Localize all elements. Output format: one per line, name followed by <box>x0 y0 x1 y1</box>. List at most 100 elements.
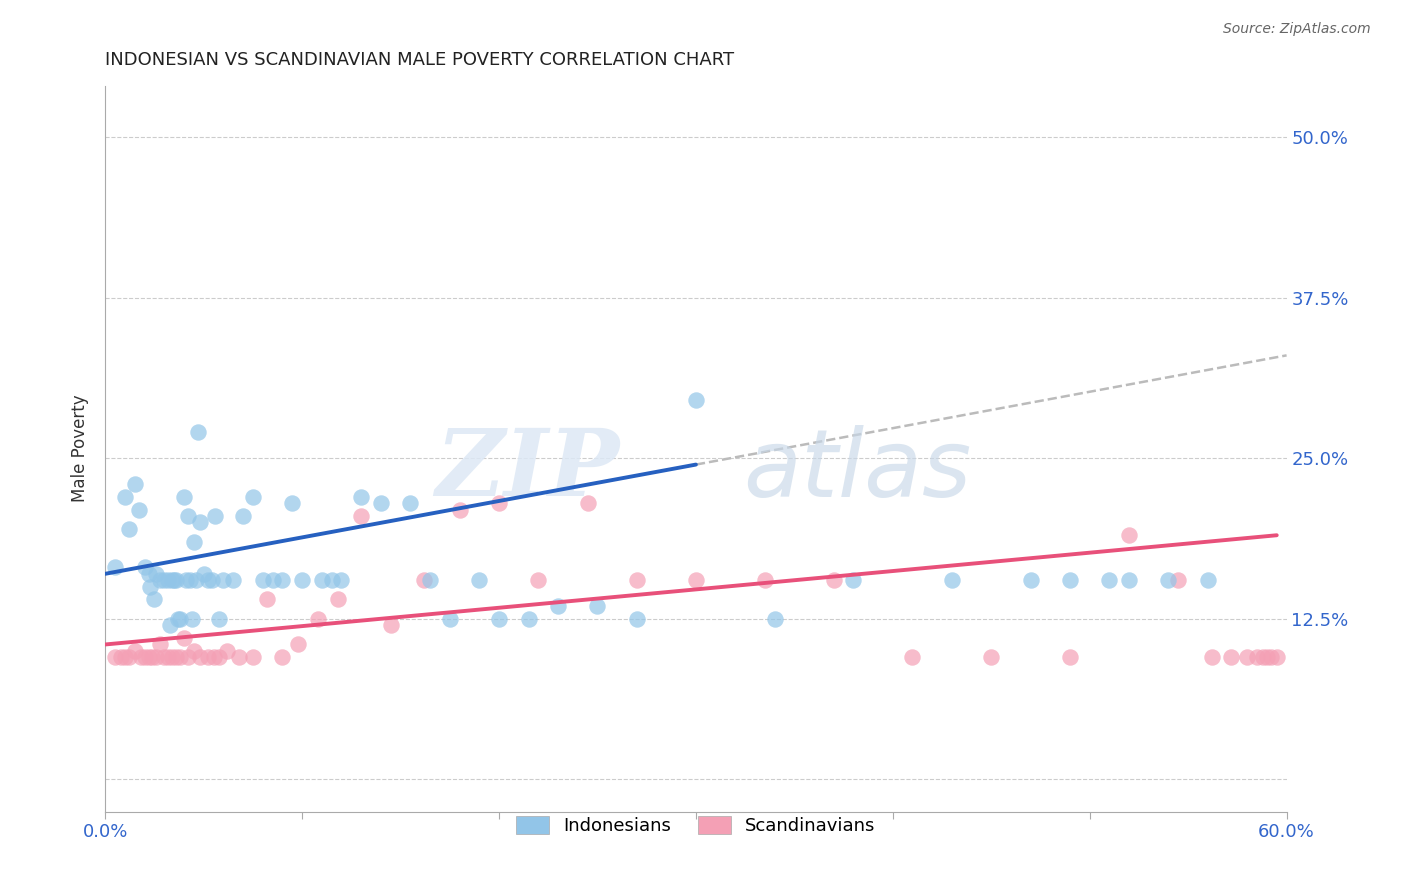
Point <box>419 573 441 587</box>
Point <box>413 573 436 587</box>
Point <box>1256 650 1278 665</box>
Point <box>1098 573 1121 587</box>
Point <box>145 566 167 581</box>
Point <box>149 637 172 651</box>
Point <box>252 573 274 587</box>
Point <box>197 573 219 587</box>
Point <box>488 612 510 626</box>
Point <box>1220 650 1243 665</box>
Point <box>169 612 191 626</box>
Point <box>754 573 776 587</box>
Point <box>165 650 187 665</box>
Point <box>134 560 156 574</box>
Point <box>160 650 183 665</box>
Point <box>228 650 250 665</box>
Point <box>114 490 136 504</box>
Point <box>118 522 141 536</box>
Point <box>197 650 219 665</box>
Point <box>157 650 180 665</box>
Point <box>124 476 146 491</box>
Point <box>1157 573 1180 587</box>
Point <box>134 650 156 665</box>
Point <box>1246 650 1268 665</box>
Point <box>183 644 205 658</box>
Point <box>326 592 349 607</box>
Point <box>626 573 648 587</box>
Point <box>222 573 245 587</box>
Point <box>287 637 309 651</box>
Point <box>188 516 211 530</box>
Point <box>527 573 550 587</box>
Point <box>143 592 166 607</box>
Point <box>177 650 200 665</box>
Point <box>159 618 181 632</box>
Point <box>110 650 132 665</box>
Text: atlas: atlas <box>744 425 972 516</box>
Point <box>184 573 207 587</box>
Point <box>271 650 294 665</box>
Point <box>124 644 146 658</box>
Point <box>153 573 176 587</box>
Point <box>217 644 239 658</box>
Point <box>1236 650 1258 665</box>
Point <box>626 612 648 626</box>
Point <box>262 573 284 587</box>
Point <box>685 573 707 587</box>
Point <box>291 573 314 587</box>
Point <box>380 618 402 632</box>
Point <box>1118 528 1140 542</box>
Point <box>488 496 510 510</box>
Point <box>823 573 845 587</box>
Text: ZIP: ZIP <box>434 425 619 516</box>
Point <box>439 612 461 626</box>
Point <box>193 566 215 581</box>
Point <box>212 573 235 587</box>
Point <box>350 490 373 504</box>
Point <box>1201 650 1223 665</box>
Point <box>114 650 136 665</box>
Point <box>139 580 162 594</box>
Point <box>173 490 195 504</box>
Point <box>208 650 231 665</box>
Point <box>330 573 353 587</box>
Point <box>173 631 195 645</box>
Point <box>138 566 160 581</box>
Point <box>547 599 569 613</box>
Point <box>174 573 197 587</box>
Point <box>179 573 201 587</box>
Point <box>188 650 211 665</box>
Point <box>1260 650 1282 665</box>
Point <box>1265 650 1288 665</box>
Text: Source: ZipAtlas.com: Source: ZipAtlas.com <box>1223 22 1371 37</box>
Point <box>1167 573 1189 587</box>
Point <box>187 425 209 440</box>
Point <box>202 650 225 665</box>
Point <box>941 573 963 587</box>
Point <box>980 650 1002 665</box>
Y-axis label: Male Poverty: Male Poverty <box>72 394 89 502</box>
Point <box>208 612 231 626</box>
Point <box>763 612 786 626</box>
Text: INDONESIAN VS SCANDINAVIAN MALE POVERTY CORRELATION CHART: INDONESIAN VS SCANDINAVIAN MALE POVERTY … <box>105 51 734 69</box>
Point <box>1118 573 1140 587</box>
Point <box>842 573 865 587</box>
Point <box>104 560 127 574</box>
Point <box>586 599 609 613</box>
Point <box>242 650 264 665</box>
Point <box>1251 650 1274 665</box>
Point <box>180 612 202 626</box>
Point <box>271 573 294 587</box>
Point <box>169 650 191 665</box>
Point <box>1019 573 1042 587</box>
Point <box>321 573 343 587</box>
Point <box>145 650 167 665</box>
Point <box>281 496 304 510</box>
Point <box>1059 573 1081 587</box>
Point <box>311 573 333 587</box>
Point <box>576 496 599 510</box>
Point <box>685 393 707 408</box>
Point <box>165 573 187 587</box>
Point <box>256 592 278 607</box>
Point <box>118 650 141 665</box>
Point <box>1197 573 1219 587</box>
